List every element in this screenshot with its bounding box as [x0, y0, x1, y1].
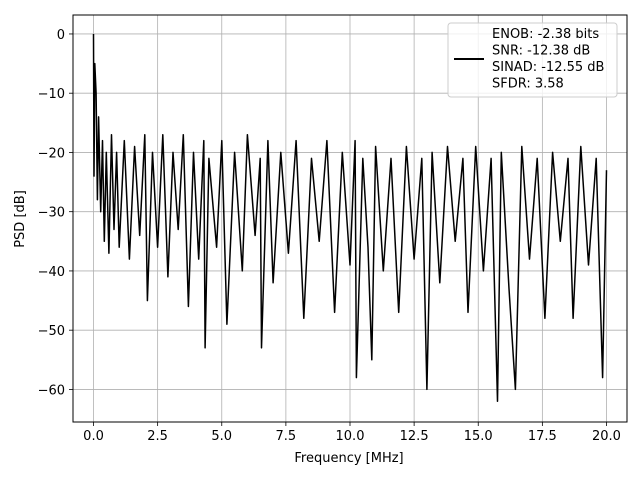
- y-tick-label: −50: [38, 324, 65, 339]
- x-tick-label: 12.5: [400, 429, 429, 444]
- psd-series: [92, 33, 608, 403]
- y-tick-label: −30: [38, 206, 65, 221]
- legend-line-text: ENOB: -2.38 bits: [492, 27, 599, 42]
- x-tick-label: 2.5: [147, 429, 168, 444]
- psd-line: [92, 33, 608, 403]
- ticks: 0.0 2.5 5.0 7.5 10.0 12.5 15.0 17.5 20.0 0 −10 −20 −…: [38, 28, 621, 444]
- x-axis-label: Frequency [MHz]: [294, 451, 403, 466]
- y-tick-label: −40: [38, 265, 65, 280]
- legend: ENOB: -2.38 bits SNR: -12.38 dB SINAD: -12…: [447, 22, 618, 98]
- x-tick-label: 17.5: [528, 429, 557, 444]
- legend-line-text: SINAD: -12.55 dB: [492, 60, 604, 75]
- x-tick-label: 10.0: [336, 429, 365, 444]
- x-tick-label: 5.0: [211, 429, 232, 444]
- y-tick-label: 0: [57, 28, 65, 43]
- y-tick-label: −60: [38, 383, 65, 398]
- x-tick-label: 7.5: [276, 429, 297, 444]
- y-tick-label: −10: [38, 87, 65, 102]
- legend-box: [447, 22, 618, 98]
- y-tick-label: −20: [38, 146, 65, 161]
- x-tick-label: 0.0: [83, 429, 104, 444]
- legend-line-text: SNR: -12.38 dB: [492, 44, 590, 59]
- x-tick-label: 20.0: [592, 429, 621, 444]
- legend-line-text: SFDR: 3.58: [492, 77, 564, 92]
- x-tick-label: 15.0: [464, 429, 493, 444]
- y-axis-label: PSD [dB]: [13, 190, 28, 248]
- legend-label: ENOB: -2.38 bits SNR: -12.38 dB SINAD: -12…: [492, 27, 604, 92]
